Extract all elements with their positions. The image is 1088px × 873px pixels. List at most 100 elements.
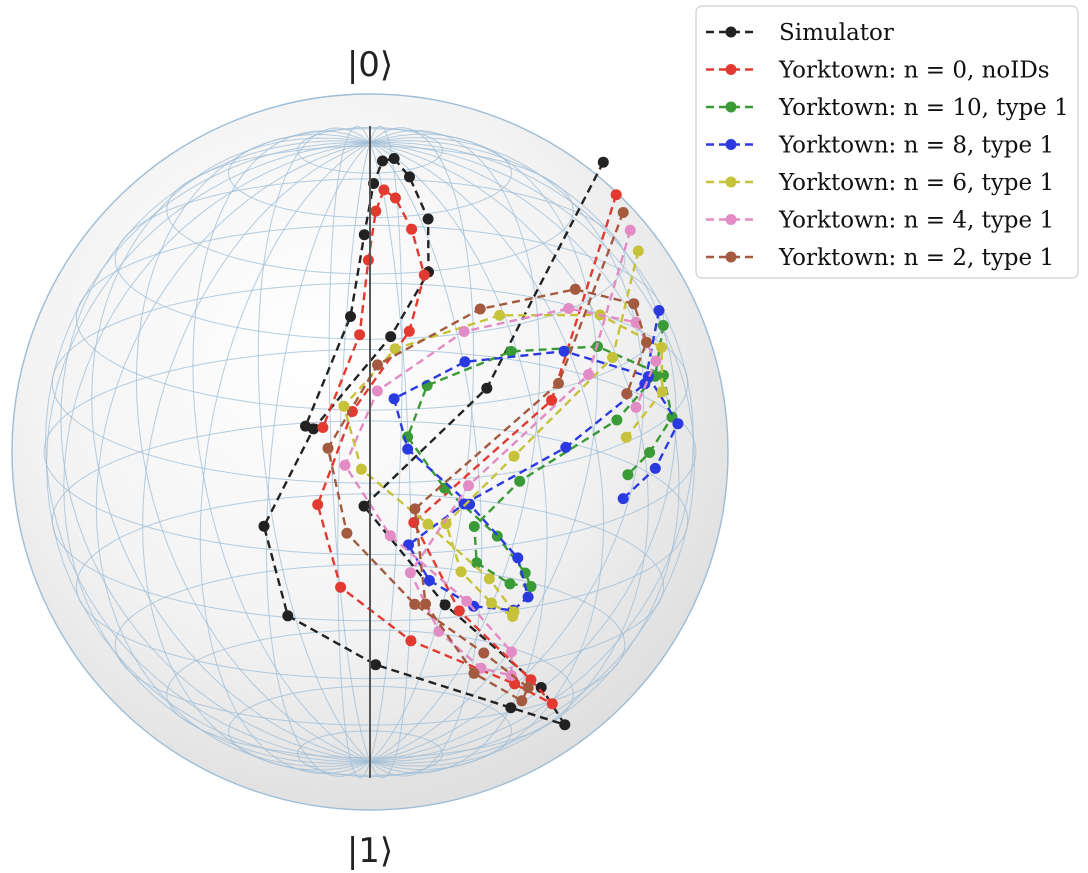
data-point <box>458 326 470 337</box>
legend-label: Yorktown: n = 6, type 1 <box>778 170 1054 196</box>
legend-marker <box>725 139 737 150</box>
data-point <box>535 682 547 693</box>
data-point <box>653 305 665 316</box>
data-point <box>345 311 356 322</box>
legend-item: Yorktown: n = 6, type 1 <box>706 170 1054 196</box>
data-point <box>514 475 526 487</box>
data-point <box>485 597 497 609</box>
legend-marker <box>725 214 737 225</box>
data-point <box>423 575 435 586</box>
data-point <box>546 394 558 406</box>
data-point <box>569 283 581 295</box>
data-point <box>461 595 473 607</box>
data-point <box>420 598 431 610</box>
data-point <box>282 610 294 622</box>
data-point <box>377 155 388 167</box>
data-point <box>468 521 480 532</box>
data-point <box>522 591 534 603</box>
legend-marker <box>725 176 737 188</box>
data-point <box>258 520 270 532</box>
legend-marker <box>725 251 737 263</box>
data-point <box>483 573 495 585</box>
data-point <box>370 205 382 217</box>
data-point <box>624 224 636 236</box>
sphere-outline <box>11 93 729 811</box>
data-point <box>630 316 642 328</box>
data-point <box>455 566 467 578</box>
data-point <box>522 682 534 694</box>
data-point <box>335 581 347 593</box>
legend-item: Yorktown: n = 10, type 1 <box>706 95 1069 121</box>
data-point <box>504 578 516 590</box>
data-point <box>617 493 629 505</box>
data-point <box>546 698 558 710</box>
data-point <box>468 667 480 679</box>
data-point <box>505 702 517 714</box>
data-point <box>354 329 366 341</box>
data-point <box>440 518 452 530</box>
data-point <box>422 213 434 225</box>
data-point <box>439 599 451 611</box>
data-point <box>338 400 350 412</box>
legend-marker <box>725 64 737 75</box>
data-point <box>358 500 370 512</box>
data-point <box>656 341 668 353</box>
data-point <box>657 369 669 381</box>
data-point <box>611 414 623 426</box>
data-point <box>409 598 421 610</box>
data-point <box>610 189 622 201</box>
data-point <box>418 269 430 281</box>
data-point <box>384 530 396 542</box>
legend-item: Yorktown: n = 8, type 1 <box>706 133 1054 159</box>
legend-label: Yorktown: n = 0, noIDs <box>778 58 1050 84</box>
data-point <box>494 309 506 321</box>
data-point <box>471 557 483 569</box>
data-point <box>597 156 609 168</box>
data-point <box>459 356 471 368</box>
series-6 <box>322 207 652 707</box>
data-point <box>642 371 654 382</box>
data-point <box>385 331 397 343</box>
legend-label: Yorktown: n = 4, type 1 <box>778 208 1054 234</box>
data-point <box>339 459 351 471</box>
data-point <box>346 406 358 417</box>
data-point <box>509 678 521 690</box>
data-point <box>362 254 374 266</box>
data-point <box>553 377 564 389</box>
legend-item: Yorktown: n = 0, noIDs <box>706 58 1050 84</box>
legend: Simulator Yorktown: n = 0, noIDs Yorktown:… <box>695 5 1079 279</box>
data-point <box>516 695 528 707</box>
data-point <box>341 527 353 539</box>
data-point <box>317 422 329 433</box>
data-point <box>583 369 595 380</box>
data-point <box>372 359 383 371</box>
data-point <box>617 207 629 218</box>
data-point <box>512 552 524 564</box>
series-layer <box>258 153 684 731</box>
data-point <box>525 581 537 592</box>
series-line <box>326 212 648 703</box>
pole-label-bottom: |1⟩ <box>347 831 393 871</box>
data-point <box>402 443 414 455</box>
data-point <box>644 447 656 458</box>
legend-box <box>695 5 1079 279</box>
data-point <box>322 442 334 454</box>
data-point <box>650 355 662 367</box>
data-point <box>563 303 575 314</box>
data-point <box>371 385 383 397</box>
legend-marker <box>725 101 737 113</box>
data-point <box>388 393 400 405</box>
data-point <box>403 325 415 337</box>
legend-label: Yorktown: n = 2, type 1 <box>778 245 1054 271</box>
data-point <box>505 345 517 357</box>
data-point <box>389 192 401 204</box>
data-point <box>312 499 324 511</box>
data-point <box>607 352 619 363</box>
data-point <box>409 503 421 515</box>
data-point <box>463 480 474 492</box>
series-line <box>343 229 658 678</box>
data-point <box>621 388 633 400</box>
legend-item: Simulator <box>706 20 894 46</box>
data-point <box>453 605 465 617</box>
